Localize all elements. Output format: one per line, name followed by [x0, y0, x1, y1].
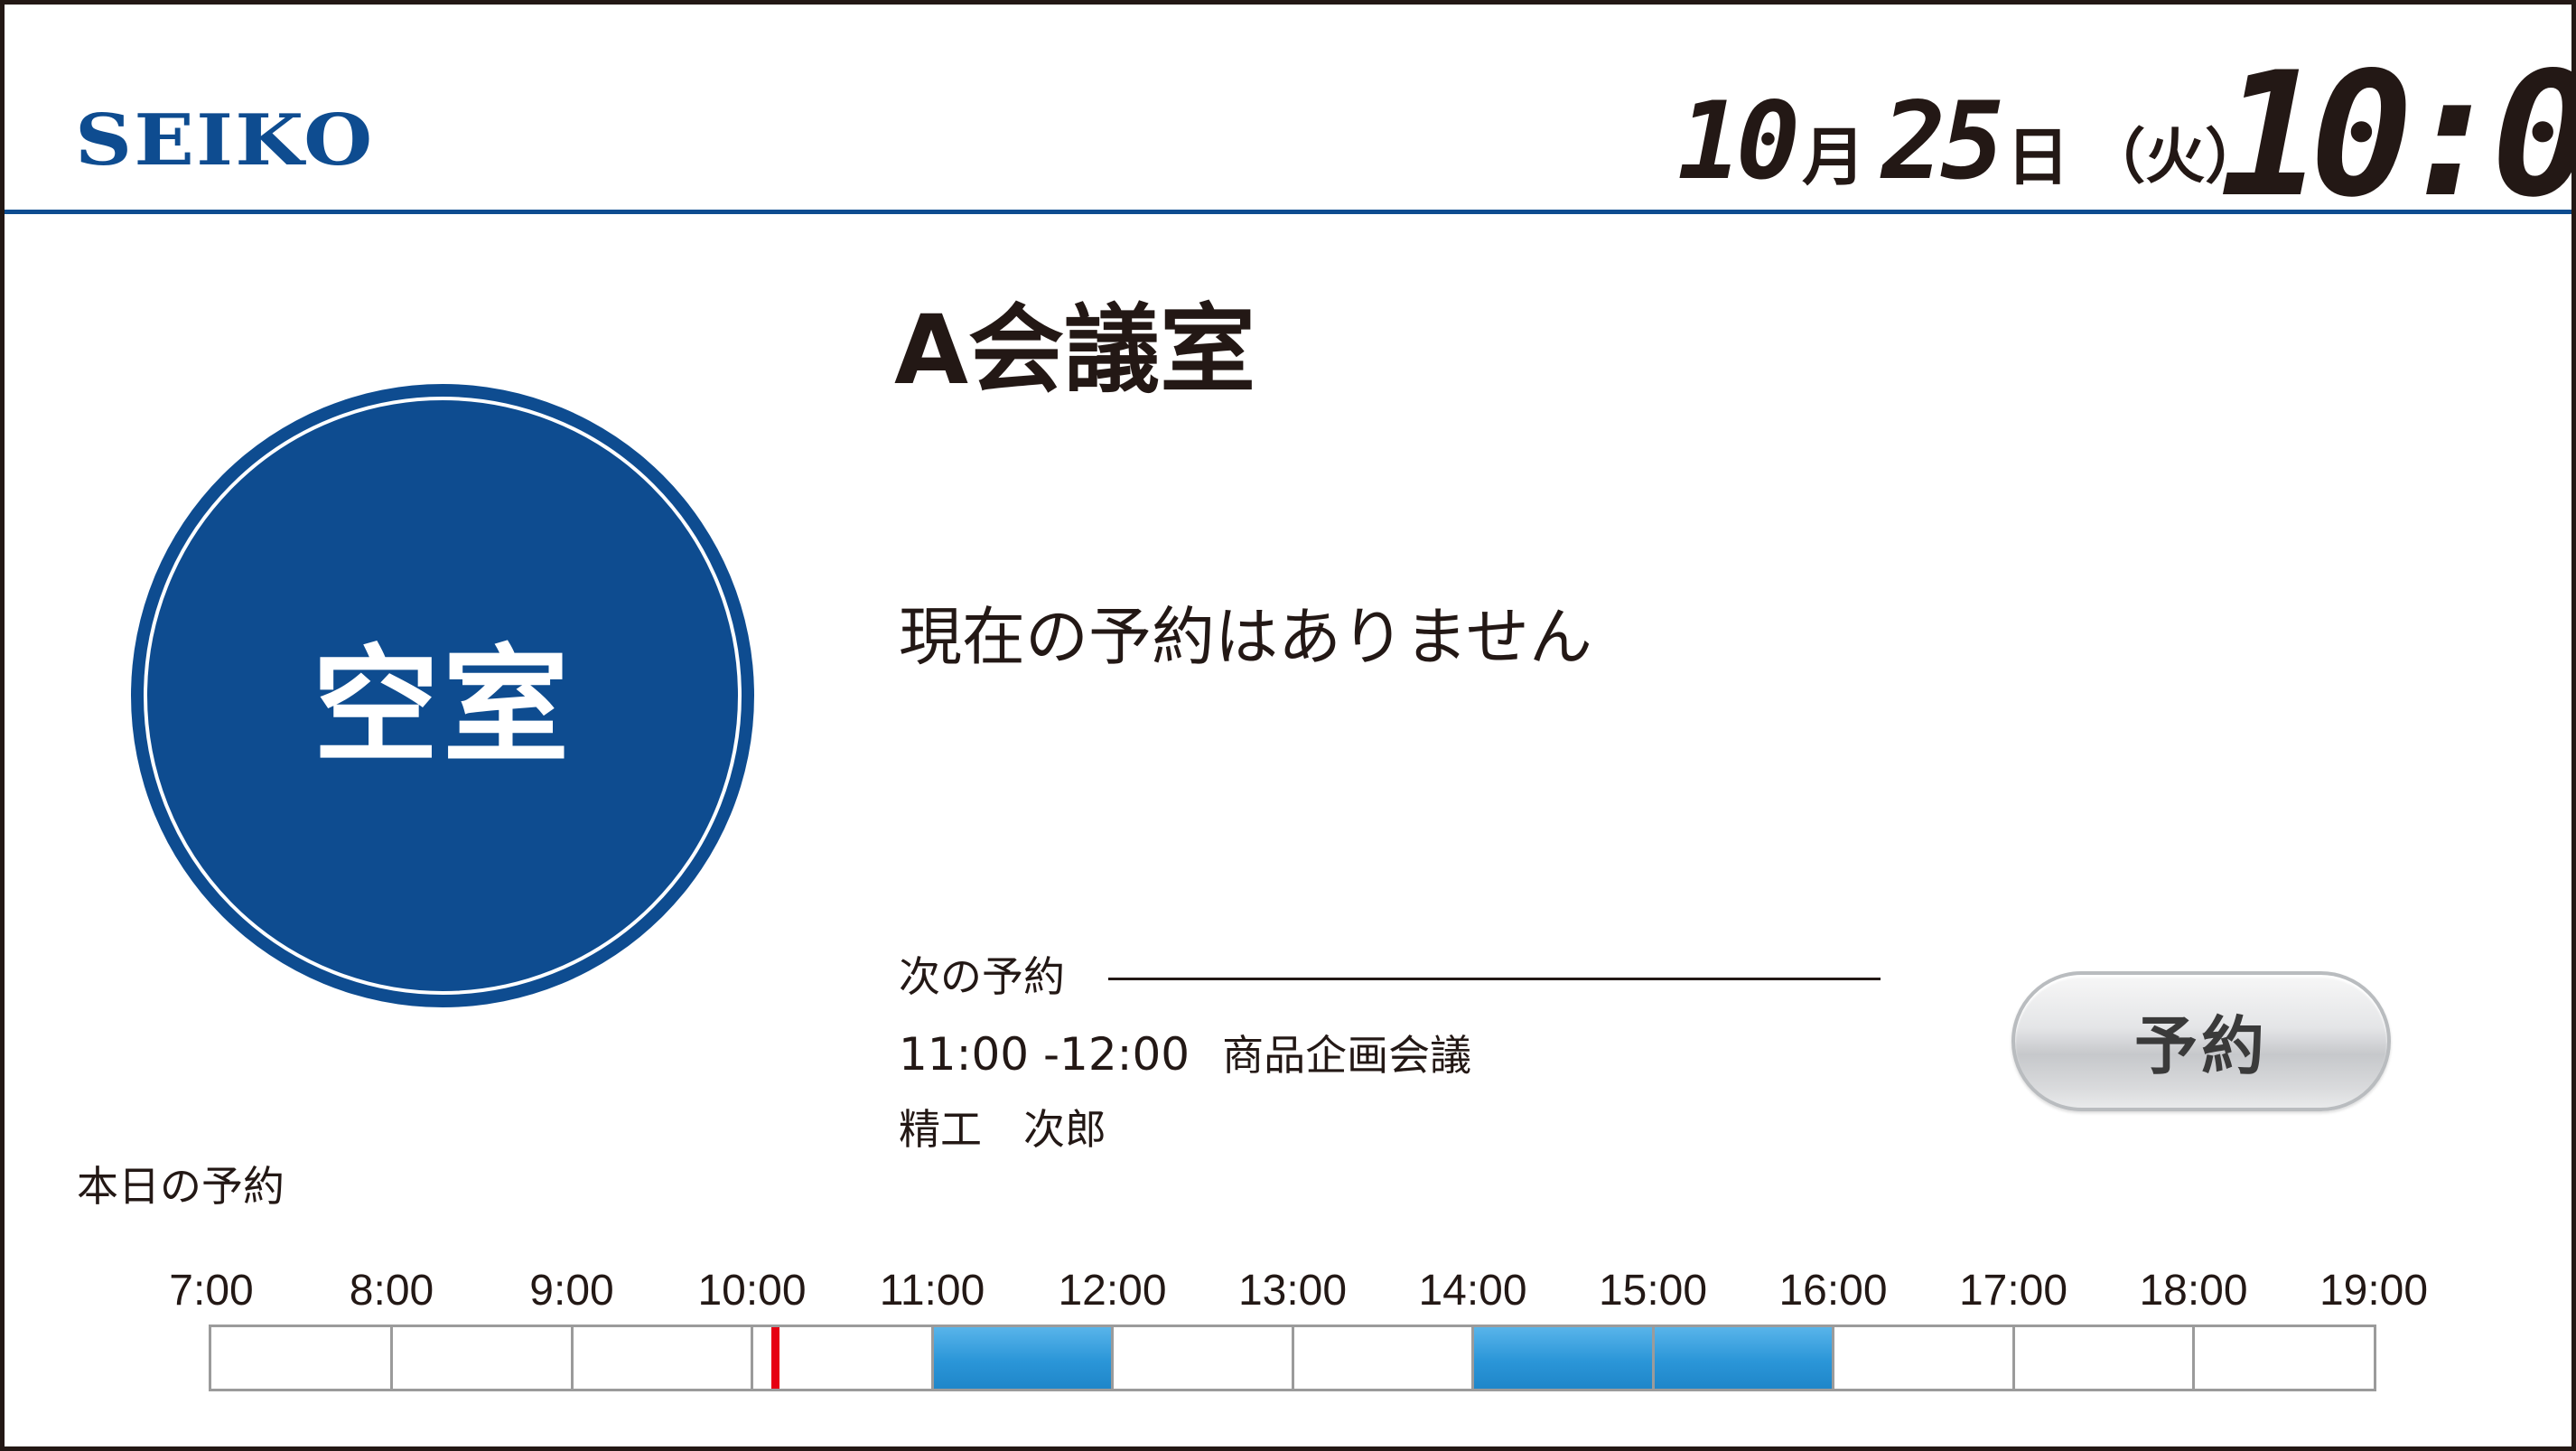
timeline-hour-labels: 7:00 8:00 9:00 10:00 11:00 12:00 13:00 14:00 15:… [5, 1269, 2576, 1324]
hour-label: 7:00 [169, 1267, 254, 1315]
reserve-button[interactable]: 予約 [2011, 971, 2391, 1111]
current-time-marker [771, 1327, 780, 1389]
hour-divider [570, 1327, 574, 1389]
next-reservation-details: 11:00 -12:00 商品企画会議 [899, 1032, 1471, 1077]
booking-block[interactable] [932, 1327, 1113, 1389]
hour-divider [2192, 1327, 2195, 1389]
day-value: 25 [1881, 79, 2004, 203]
status-label: 空室 [312, 633, 573, 781]
hour-label: 10:00 [697, 1267, 807, 1315]
next-reservation-person: 精工 次郎 [899, 1105, 1106, 1154]
reserve-button-label: 予約 [2134, 1009, 2268, 1083]
clock-time: 10:08 [2219, 35, 2576, 235]
hour-label: 18:00 [2139, 1267, 2248, 1315]
month-value: 10 [1677, 79, 1800, 203]
hour-divider [930, 1327, 934, 1389]
month-unit: 月 [1802, 120, 1866, 194]
status-inner-ring: 空室 [144, 397, 742, 995]
hour-divider [751, 1327, 753, 1389]
hour-label: 19:00 [2319, 1267, 2429, 1315]
header-bar: SEIKO 10 月 25 日 （火） 10:08 [5, 5, 2576, 221]
hour-divider [390, 1327, 393, 1389]
day-unit: 日 [2006, 120, 2070, 194]
hour-divider [1651, 1327, 1655, 1389]
room-status-indicator: 空室 [131, 384, 754, 1007]
hour-divider [2011, 1327, 2015, 1389]
next-reservation-title: 商品企画会議 [1222, 1031, 1472, 1080]
weekday: （火） [2086, 122, 2265, 192]
today-timeline[interactable] [209, 1325, 2376, 1391]
current-reservation-text: 現在の予約はありません [899, 600, 1592, 674]
hour-label: 16:00 [1778, 1267, 1888, 1315]
hour-divider [1832, 1327, 1834, 1389]
hour-divider [1291, 1327, 1294, 1389]
hour-label: 14:00 [1418, 1267, 1527, 1315]
room-name: A会議室 [894, 295, 1256, 406]
today-schedule-label: 本日の予約 [77, 1162, 285, 1211]
hour-label: 15:00 [1598, 1267, 1708, 1315]
hour-label: 9:00 [529, 1267, 614, 1315]
next-reservation-time: 11:00 -12:00 [899, 1028, 1190, 1081]
next-reservation-label: 次の予約 [899, 952, 1065, 1001]
hour-divider [1111, 1327, 1114, 1389]
hour-divider [1471, 1327, 1474, 1389]
hour-label: 17:00 [1958, 1267, 2068, 1315]
date-display: 10 月 25 日 （火） [1677, 88, 2265, 194]
hour-label: 13:00 [1237, 1267, 1348, 1315]
hour-label: 8:00 [349, 1267, 434, 1315]
seiko-logo: SEIKO [75, 99, 375, 182]
hour-label: 11:00 [879, 1267, 985, 1315]
next-reservation-divider [1108, 978, 1881, 980]
hour-label: 12:00 [1058, 1267, 1167, 1315]
